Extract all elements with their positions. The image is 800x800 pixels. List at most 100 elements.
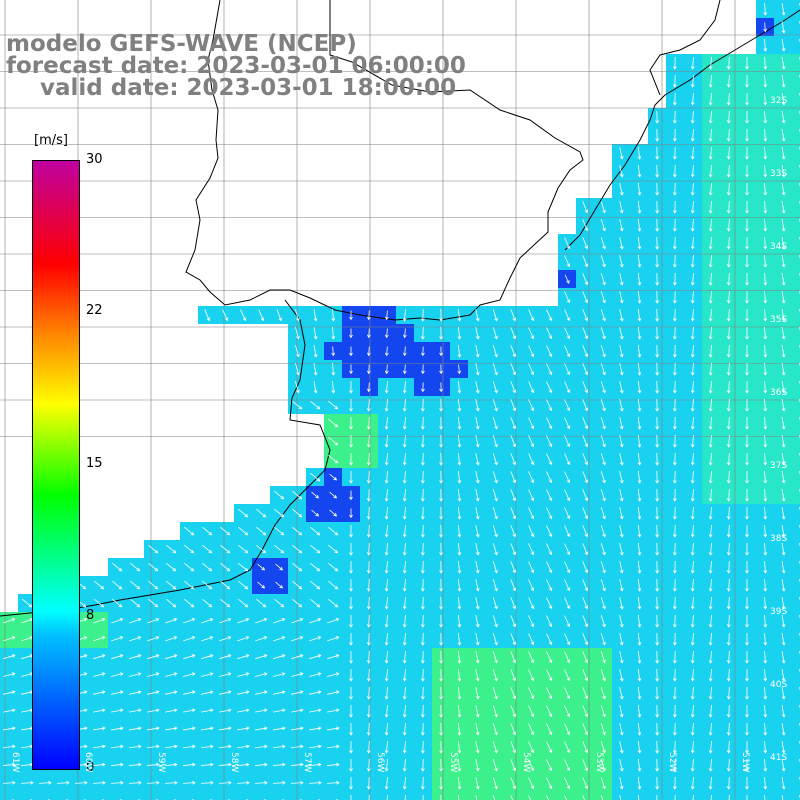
wind-vector-arrow bbox=[781, 219, 786, 232]
wind-vector-arrow bbox=[637, 344, 642, 358]
wind-vector-arrow bbox=[313, 363, 318, 376]
wind-vector-arrow bbox=[672, 110, 677, 124]
wind-speed-cell bbox=[324, 792, 342, 800]
wind-speed-cell bbox=[144, 792, 162, 800]
wind-vector-arrow bbox=[564, 274, 570, 284]
wind-vector-arrow bbox=[384, 398, 389, 412]
wind-vector-arrow bbox=[726, 164, 731, 178]
wind-speed-cell bbox=[792, 252, 800, 270]
lagoa-mirim-coastline bbox=[649, 0, 721, 96]
wind-speed-cell bbox=[792, 738, 800, 756]
wind-vector-arrow bbox=[402, 398, 407, 412]
wind-vector-arrow bbox=[672, 254, 677, 268]
wind-speed-cell bbox=[792, 270, 800, 288]
wind-vector-arrow bbox=[690, 146, 695, 160]
wind-vector-arrow bbox=[564, 327, 571, 340]
wind-speed-cell bbox=[792, 144, 800, 162]
wind-speed-cell bbox=[792, 666, 800, 684]
wind-speed-cell bbox=[792, 396, 800, 414]
wind-vector-arrow bbox=[510, 327, 517, 340]
wind-vector-arrow bbox=[726, 236, 731, 250]
wind-vector-arrow bbox=[546, 363, 553, 376]
wind-vector-arrow bbox=[763, 22, 768, 33]
wind-speed-cell bbox=[504, 792, 522, 800]
wind-vector-arrow bbox=[726, 92, 731, 106]
lon-label: 59W bbox=[156, 752, 166, 773]
wind-vector-arrow bbox=[708, 74, 713, 88]
wind-vector-arrow bbox=[637, 326, 642, 340]
wind-vector-arrow bbox=[619, 183, 624, 196]
wind-speed-cell bbox=[126, 792, 144, 800]
wind-speed-cell bbox=[108, 792, 126, 800]
wind-vector-arrow bbox=[655, 344, 660, 358]
wind-speed-cell bbox=[162, 792, 180, 800]
wind-vector-arrow bbox=[475, 309, 480, 322]
wind-vector-arrow bbox=[763, 380, 768, 394]
lat-label: 40S bbox=[770, 680, 788, 690]
lon-label: 61W bbox=[10, 752, 20, 773]
wind-speed-cell bbox=[306, 792, 324, 800]
wind-vector-arrow bbox=[295, 345, 300, 358]
wind-speed-cell bbox=[792, 702, 800, 720]
wind-vector-arrow bbox=[781, 39, 786, 52]
wind-vector-arrow bbox=[726, 308, 731, 322]
wind-vector-arrow bbox=[619, 147, 624, 160]
wind-vector-arrow bbox=[763, 236, 768, 250]
wind-vector-arrow bbox=[310, 400, 321, 410]
wind-vector-arrow bbox=[637, 164, 642, 178]
wind-vector-arrow bbox=[420, 398, 425, 412]
wind-vector-arrow bbox=[600, 273, 606, 286]
wind-vector-arrow bbox=[331, 380, 336, 394]
wind-vector-arrow bbox=[781, 255, 786, 268]
wind-vector-arrow bbox=[781, 201, 786, 214]
wind-vector-arrow bbox=[600, 345, 606, 358]
wind-vector-arrow bbox=[655, 218, 660, 232]
wind-vector-arrow bbox=[421, 382, 425, 393]
wind-vector-arrow bbox=[619, 273, 624, 286]
wind-vector-arrow bbox=[564, 309, 571, 322]
lon-label: 55W bbox=[448, 752, 458, 773]
wind-vector-arrow bbox=[745, 200, 749, 214]
wind-vector-arrow bbox=[655, 362, 660, 376]
lon-label: 56W bbox=[375, 752, 385, 773]
wind-vector-arrow bbox=[564, 255, 571, 268]
wind-vector-arrow bbox=[763, 164, 768, 178]
wind-speed-cell bbox=[252, 792, 270, 800]
wind-vector-arrow bbox=[708, 254, 713, 268]
wind-vector-arrow bbox=[637, 146, 642, 160]
wind-vector-arrow bbox=[672, 92, 677, 106]
wind-vector-arrow bbox=[457, 364, 462, 375]
wind-vector-arrow bbox=[745, 164, 749, 178]
wind-vector-arrow bbox=[745, 218, 749, 232]
wind-vector-arrow bbox=[637, 182, 642, 196]
wind-vector-arrow bbox=[781, 21, 786, 34]
wind-vector-arrow bbox=[781, 129, 786, 142]
wind-vector-arrow bbox=[763, 362, 768, 376]
wind-vector-arrow bbox=[619, 291, 624, 304]
wind-vector-arrow bbox=[672, 146, 677, 160]
wind-vector-arrow bbox=[528, 345, 535, 358]
wind-vector-arrow bbox=[492, 381, 498, 394]
wind-speed-cell bbox=[792, 90, 800, 108]
wind-speed-cell bbox=[792, 180, 800, 198]
wind-vector-arrow bbox=[331, 362, 336, 376]
wind-vector-arrow bbox=[655, 128, 660, 142]
wind-vector-arrow bbox=[402, 364, 407, 375]
wind-speed-cell bbox=[36, 792, 54, 800]
wind-speed-cell bbox=[792, 72, 800, 90]
wind-vector-arrow bbox=[439, 398, 443, 412]
wind-vector-arrow bbox=[366, 328, 371, 339]
wind-vector-arrow bbox=[708, 92, 713, 106]
lat-label: 38S bbox=[770, 534, 788, 544]
wind-vector-arrow bbox=[240, 309, 247, 322]
lon-label: 60W bbox=[83, 752, 93, 773]
wind-vector-arrow bbox=[672, 236, 677, 250]
wind-vector-arrow bbox=[763, 56, 768, 70]
wind-vector-arrow bbox=[781, 93, 786, 106]
wind-vector-arrow bbox=[421, 364, 425, 375]
wind-vector-arrow bbox=[745, 308, 749, 322]
wind-vector-arrow bbox=[600, 201, 606, 214]
wind-speed-cell bbox=[792, 486, 800, 504]
